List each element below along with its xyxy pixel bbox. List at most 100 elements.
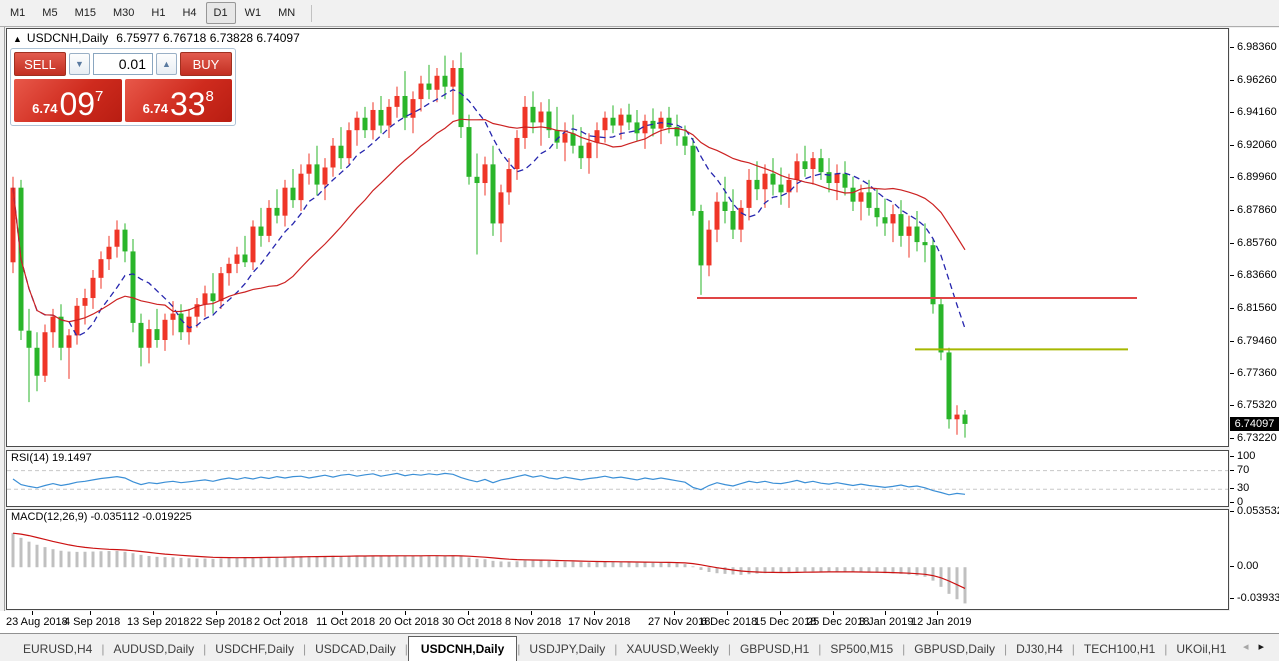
time-axis-label: 25 Dec 2018 bbox=[807, 616, 870, 628]
axis-tick bbox=[1230, 145, 1234, 146]
price-axis-label: 6.73220 bbox=[1237, 432, 1277, 444]
axis-tick bbox=[1230, 373, 1234, 374]
tab-separator: | bbox=[818, 642, 822, 656]
tab-separator: | bbox=[902, 642, 906, 656]
chart-tab-usdjpy[interactable]: USDJPY,Daily bbox=[529, 642, 606, 656]
chart-tab-eurusd[interactable]: EURUSD,H4 bbox=[23, 642, 93, 656]
axis-tick bbox=[1230, 470, 1234, 471]
price-axis-label: 6.79460 bbox=[1237, 335, 1277, 347]
timeframe-button-m30[interactable]: M30 bbox=[105, 2, 142, 24]
rsi-label: RSI(14) 19.1497 bbox=[11, 452, 92, 464]
timeframe-button-m1[interactable]: M1 bbox=[2, 2, 33, 24]
axis-tick bbox=[1230, 438, 1234, 439]
price-axis-label: 6.81560 bbox=[1237, 302, 1277, 314]
time-axis-tick bbox=[594, 611, 595, 615]
timeframe-button-m15[interactable]: M15 bbox=[67, 2, 104, 24]
tab-separator: | bbox=[517, 642, 521, 656]
timeframe-toolbar: M1 M5 M15 M30 H1 H4 D1 W1 MN bbox=[0, 0, 1279, 27]
volume-input[interactable] bbox=[93, 53, 153, 75]
time-axis-label: 11 Oct 2018 bbox=[316, 616, 376, 628]
time-axis-tick bbox=[216, 611, 217, 615]
time-axis-label: 20 Oct 2018 bbox=[379, 616, 439, 628]
sell-price-pip-digit: 7 bbox=[95, 88, 104, 105]
rsi-axis-label: 30 bbox=[1237, 482, 1250, 494]
chart-ohlc-values: 6.75977 6.76718 6.73828 6.74097 bbox=[116, 31, 300, 45]
volume-decrease-button[interactable]: ▼ bbox=[69, 53, 90, 75]
chart-tab-sp500[interactable]: SP500,M15 bbox=[830, 642, 894, 656]
toolbar-separator bbox=[311, 4, 313, 22]
time-axis-tick bbox=[405, 611, 406, 615]
chart-tab-xauusd[interactable]: XAUUSD,Weekly bbox=[626, 642, 719, 656]
time-axis-label: 12 Jan 2019 bbox=[911, 616, 972, 628]
tab-scroll-right-icon[interactable]: ▸ bbox=[1258, 641, 1274, 653]
chart-tab-tech100[interactable]: TECH100,H1 bbox=[1083, 642, 1156, 656]
buy-button[interactable]: BUY bbox=[180, 52, 232, 76]
chart-tab-gbpusd[interactable]: GBPUSD,Daily bbox=[914, 642, 995, 656]
chart-tab-gbpusd[interactable]: GBPUSD,H1 bbox=[739, 642, 810, 656]
timeframe-button-mn[interactable]: MN bbox=[270, 2, 303, 24]
buy-price-pip-digit: 8 bbox=[205, 88, 214, 105]
price-chart-canvas[interactable] bbox=[7, 29, 1228, 446]
chart-tab-audusd[interactable]: AUDUSD,Daily bbox=[113, 642, 195, 656]
time-axis-tick bbox=[32, 611, 33, 615]
time-scale[interactable]: 23 Aug 2018 4 Sep 2018 13 Sep 2018 22 Sep 2… bbox=[0, 611, 1279, 633]
time-axis-label: 4 Sep 2018 bbox=[64, 616, 121, 628]
time-axis-tick bbox=[780, 611, 781, 615]
price-axis-label: 6.83660 bbox=[1237, 269, 1277, 281]
axis-tick bbox=[1230, 405, 1234, 406]
time-axis-label: 30 Oct 2018 bbox=[442, 616, 502, 628]
tab-scroll-left-icon[interactable]: ◂ bbox=[1242, 641, 1259, 653]
axis-tick bbox=[1230, 243, 1234, 244]
tab-separator: | bbox=[203, 642, 207, 656]
tab-separator: | bbox=[404, 642, 408, 656]
price-axis-label: 6.85760 bbox=[1237, 237, 1277, 249]
chart-tab-bar: EURUSD,H4 | AUDUSD,Daily | USDCHF,Daily | USDC… bbox=[0, 633, 1279, 661]
time-axis-label: 22 Sep 2018 bbox=[190, 616, 253, 628]
collapse-arrow-icon[interactable]: ▲ bbox=[13, 34, 22, 44]
sell-price-display[interactable]: 6.74 09 7 bbox=[14, 79, 122, 122]
chart-tab-usdcad[interactable]: USDCAD,Daily bbox=[315, 642, 396, 656]
axis-tick bbox=[1230, 456, 1234, 457]
time-axis-tick bbox=[468, 611, 469, 615]
rsi-indicator-pane: RSI(14) 19.1497 bbox=[6, 450, 1229, 507]
timeframe-button-d1[interactable]: D1 bbox=[205, 2, 236, 24]
time-axis-label: 8 Nov 2018 bbox=[505, 616, 562, 628]
chart-tab-usdchf[interactable]: USDCHF,Daily bbox=[215, 642, 294, 656]
tab-separator: | bbox=[1164, 642, 1168, 656]
chart-tab-dj30[interactable]: DJ30,H4 bbox=[1016, 642, 1063, 656]
window-edge bbox=[4, 27, 5, 633]
rsi-axis-label: 0 bbox=[1237, 496, 1244, 508]
time-axis-tick bbox=[531, 611, 532, 615]
time-axis-label: 27 Nov 2018 bbox=[648, 616, 711, 628]
price-axis-label: 6.89960 bbox=[1237, 171, 1277, 183]
sell-button[interactable]: SELL bbox=[14, 52, 66, 76]
axis-tick bbox=[1230, 598, 1234, 599]
macd-axis-label: 0.053532 bbox=[1237, 505, 1279, 517]
buy-price-display[interactable]: 6.74 33 8 bbox=[124, 79, 232, 122]
timeframe-button-h1[interactable]: H1 bbox=[143, 2, 173, 24]
macd-axis-label: -0.039333 bbox=[1237, 592, 1279, 604]
macd-chart-canvas[interactable] bbox=[7, 510, 1228, 609]
macd-label: MACD(12,26,9) -0.035112 -0.019225 bbox=[11, 511, 192, 523]
macd-axis-label: 0.00 bbox=[1237, 560, 1259, 572]
timeframe-button-h4[interactable]: H4 bbox=[174, 2, 204, 24]
spin-down-icon: ▼ bbox=[75, 59, 84, 69]
price-scale[interactable]: 6.98360 6.96260 6.94160 6.92060 6.89960 6.878… bbox=[1230, 28, 1279, 611]
rsi-axis-label: 100 bbox=[1237, 450, 1256, 462]
timeframe-button-m5[interactable]: M5 bbox=[34, 2, 65, 24]
price-axis-label: 6.94160 bbox=[1237, 106, 1277, 118]
timeframe-button-w1[interactable]: W1 bbox=[237, 2, 270, 24]
time-axis-tick bbox=[153, 611, 154, 615]
sell-price-big-digits: 09 bbox=[59, 86, 96, 122]
time-axis-tick bbox=[727, 611, 728, 615]
volume-increase-button[interactable]: ▲ bbox=[156, 53, 177, 75]
chart-tab-ukoil[interactable]: UKOil,H1 bbox=[1176, 642, 1227, 656]
macd-indicator-pane: MACD(12,26,9) -0.035112 -0.019225 bbox=[6, 509, 1229, 610]
current-price-tag: 6.74097 bbox=[1230, 417, 1279, 431]
time-axis-label: 6 Dec 2018 bbox=[701, 616, 758, 628]
price-axis-label: 6.87860 bbox=[1237, 204, 1277, 216]
chart-tab-usdcnh[interactable]: USDCNH,Daily bbox=[407, 636, 518, 661]
axis-tick bbox=[1230, 488, 1234, 489]
rsi-chart-canvas[interactable] bbox=[7, 451, 1228, 506]
